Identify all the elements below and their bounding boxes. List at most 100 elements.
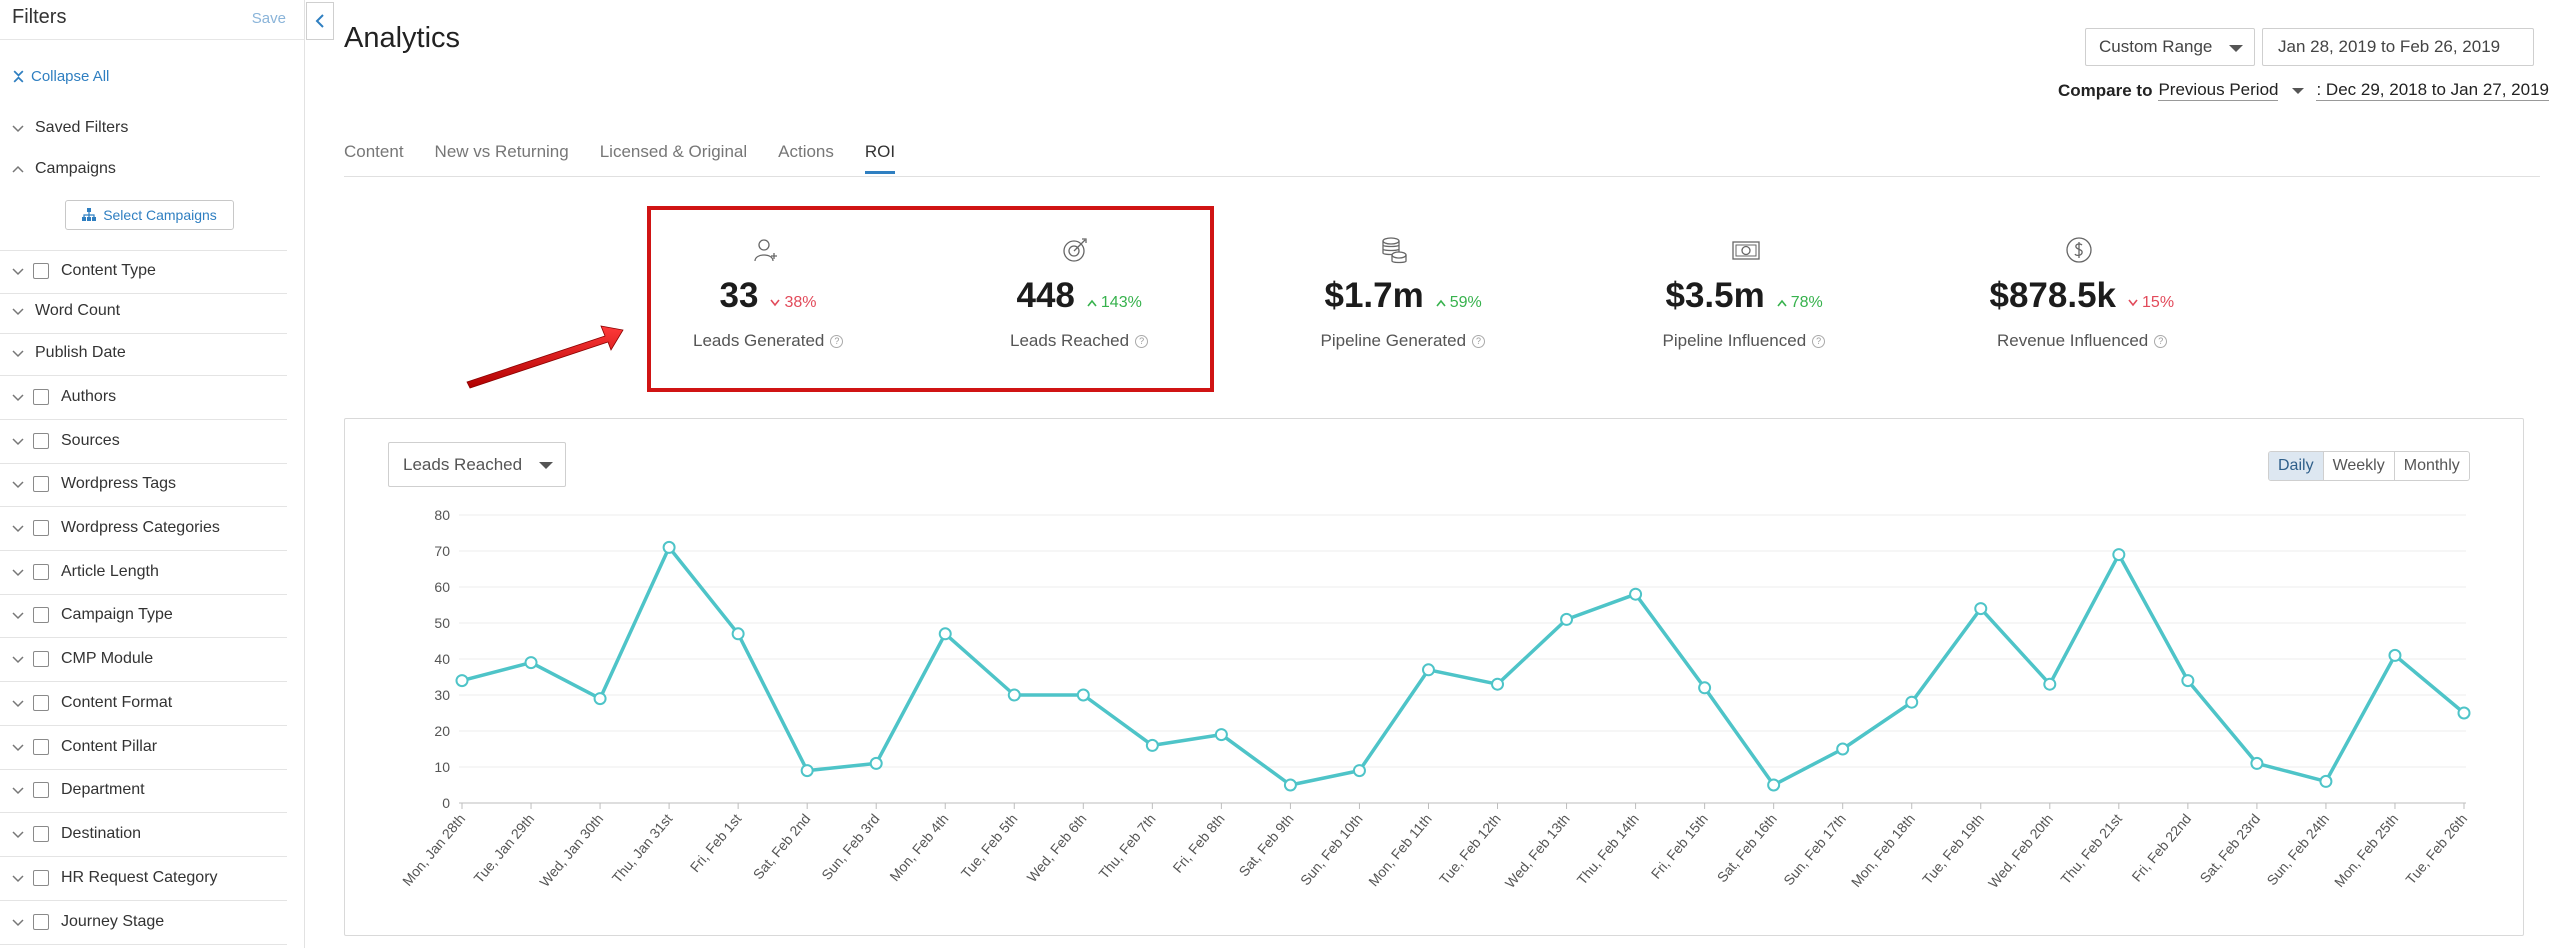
chevron-down-icon[interactable] bbox=[11, 608, 25, 622]
filter-checkbox[interactable] bbox=[33, 739, 49, 755]
chevron-down-icon[interactable] bbox=[11, 304, 25, 318]
collapse-all-button[interactable]: Collapse All bbox=[12, 68, 109, 85]
kpi-label: Revenue Influenced? bbox=[1997, 331, 2168, 351]
chevron-down-icon[interactable] bbox=[11, 652, 25, 666]
chevron-up-icon[interactable] bbox=[11, 162, 25, 176]
filter-separator bbox=[0, 681, 287, 682]
filter-content-type[interactable]: Content Type bbox=[0, 261, 305, 281]
kpi-value-row: $3.5m 78% bbox=[1666, 276, 1823, 316]
filter-wordpress-tags[interactable]: Wordpress Tags bbox=[0, 474, 305, 494]
filter-word-count[interactable]: Word Count bbox=[0, 301, 305, 321]
filter-sources[interactable]: Sources bbox=[0, 431, 305, 451]
chevron-down-icon[interactable] bbox=[11, 121, 25, 135]
filter-article-length[interactable]: Article Length bbox=[0, 562, 305, 582]
filter-checkbox[interactable] bbox=[33, 914, 49, 930]
metric-select[interactable]: Leads Reached bbox=[388, 442, 566, 487]
filters-sidebar: Filters Save Collapse All Saved Filters C… bbox=[0, 0, 305, 948]
x-tick-label: Mon, Jan 28th bbox=[399, 811, 468, 889]
compare-period-select[interactable]: Previous Period bbox=[2158, 80, 2279, 101]
filter-label: Authors bbox=[61, 388, 117, 405]
filter-label: Department bbox=[61, 781, 145, 798]
data-point bbox=[1629, 587, 1643, 601]
collapse-sidebar-button[interactable] bbox=[306, 2, 334, 40]
filter-campaign-type[interactable]: Campaign Type bbox=[0, 605, 305, 625]
date-range-picker[interactable]: Jan 28, 2019 to Feb 26, 2019 bbox=[2262, 28, 2534, 66]
help-icon[interactable]: ? bbox=[1812, 334, 1826, 348]
caret-down-icon[interactable] bbox=[2292, 87, 2305, 94]
page-title: Analytics bbox=[344, 22, 461, 54]
filter-cmp-module[interactable]: CMP Module bbox=[0, 649, 305, 669]
filter-checkbox[interactable] bbox=[33, 651, 49, 667]
help-icon[interactable]: ? bbox=[830, 334, 844, 348]
filter-checkbox[interactable] bbox=[33, 476, 49, 492]
compare-label: Compare to bbox=[2058, 80, 2153, 100]
chevron-down-icon[interactable] bbox=[11, 783, 25, 797]
x-tick-label: Tue, Feb 19th bbox=[1919, 811, 1987, 888]
filter-hr-request-category[interactable]: HR Request Category bbox=[0, 868, 305, 888]
chevron-down-icon[interactable] bbox=[11, 915, 25, 929]
filter-separator bbox=[0, 900, 287, 901]
range-select[interactable]: Custom Range bbox=[2085, 28, 2255, 66]
kpi-label-text: Pipeline Influenced bbox=[1662, 331, 1807, 350]
help-icon[interactable]: ? bbox=[1135, 334, 1149, 348]
filter-journey-stage[interactable]: Journey Stage bbox=[0, 912, 305, 932]
series-line bbox=[461, 545, 2466, 787]
filter-checkbox[interactable] bbox=[33, 433, 49, 449]
user-plus-icon bbox=[754, 239, 777, 262]
filter-publish-date[interactable]: Publish Date bbox=[0, 343, 305, 363]
filter-checkbox[interactable] bbox=[33, 782, 49, 798]
data-point bbox=[2457, 706, 2471, 720]
kpi-pipeline-generated: $1.7m 59% Pipeline Generated? bbox=[1283, 236, 1523, 366]
save-filters-button[interactable]: Save bbox=[251, 10, 286, 27]
filter-checkbox[interactable] bbox=[33, 564, 49, 580]
filter-checkbox[interactable] bbox=[33, 870, 49, 886]
chevron-down-icon[interactable] bbox=[11, 871, 25, 885]
kpi-value-row: 33 38% bbox=[720, 276, 817, 316]
filter-checkbox[interactable] bbox=[33, 826, 49, 842]
range-select-value: Custom Range bbox=[2099, 37, 2213, 56]
filter-content-pillar[interactable]: Content Pillar bbox=[0, 737, 305, 757]
filter-checkbox[interactable] bbox=[33, 389, 49, 405]
filter-saved-filters[interactable]: Saved Filters bbox=[0, 118, 305, 138]
filter-authors[interactable]: Authors bbox=[0, 387, 305, 407]
chevron-down-icon[interactable] bbox=[11, 477, 25, 491]
kpi-value-row: $1.7m 59% bbox=[1325, 276, 1482, 316]
filter-wordpress-categories[interactable]: Wordpress Categories bbox=[0, 518, 305, 538]
y-tick-label: 70 bbox=[434, 543, 450, 559]
granularity-monthly-button[interactable]: Monthly bbox=[2393, 452, 2469, 480]
tab-content[interactable]: Content bbox=[344, 142, 404, 161]
x-tick-label: Tue, Feb 12th bbox=[1436, 811, 1504, 888]
tab-licensed-original[interactable]: Licensed & Original bbox=[599, 142, 748, 161]
filter-campaigns[interactable]: Campaigns bbox=[0, 159, 305, 179]
select-campaigns-button[interactable]: Select Campaigns bbox=[65, 200, 234, 230]
help-icon[interactable]: ? bbox=[2154, 334, 2168, 348]
tab-actions[interactable]: Actions bbox=[778, 142, 834, 161]
filter-checkbox[interactable] bbox=[33, 263, 49, 279]
filter-label: Journey Stage bbox=[61, 913, 165, 930]
tab-roi[interactable]: ROI bbox=[864, 142, 896, 174]
granularity-daily-button[interactable]: Daily bbox=[2269, 452, 2323, 480]
filter-checkbox[interactable] bbox=[33, 607, 49, 623]
chevron-down-icon[interactable] bbox=[11, 696, 25, 710]
filter-department[interactable]: Department bbox=[0, 780, 305, 800]
chevron-down-icon[interactable] bbox=[11, 740, 25, 754]
filter-content-format[interactable]: Content Format bbox=[0, 693, 305, 713]
tab-new-vs-returning[interactable]: New vs Returning bbox=[434, 142, 569, 161]
compare-date-range[interactable]: : Dec 29, 2018 to Jan 27, 2019 bbox=[2316, 80, 2549, 101]
chevron-down-icon[interactable] bbox=[11, 264, 25, 278]
granularity-weekly-button[interactable]: Weekly bbox=[2322, 452, 2394, 480]
chevron-down-icon[interactable] bbox=[11, 434, 25, 448]
x-tick-label: Sat, Feb 2nd bbox=[750, 811, 814, 883]
help-icon[interactable]: ? bbox=[1472, 334, 1486, 348]
x-tick-label: Mon, Feb 18th bbox=[1848, 811, 1918, 890]
filter-checkbox[interactable] bbox=[33, 695, 49, 711]
chevron-down-icon[interactable] bbox=[11, 521, 25, 535]
filter-separator bbox=[0, 594, 287, 595]
filter-checkbox[interactable] bbox=[33, 520, 49, 536]
data-point bbox=[1560, 612, 1574, 626]
filter-destination[interactable]: Destination bbox=[0, 824, 305, 844]
chevron-down-icon[interactable] bbox=[11, 827, 25, 841]
chevron-down-icon[interactable] bbox=[11, 390, 25, 404]
chevron-down-icon[interactable] bbox=[11, 565, 25, 579]
chevron-down-icon[interactable] bbox=[11, 346, 25, 360]
